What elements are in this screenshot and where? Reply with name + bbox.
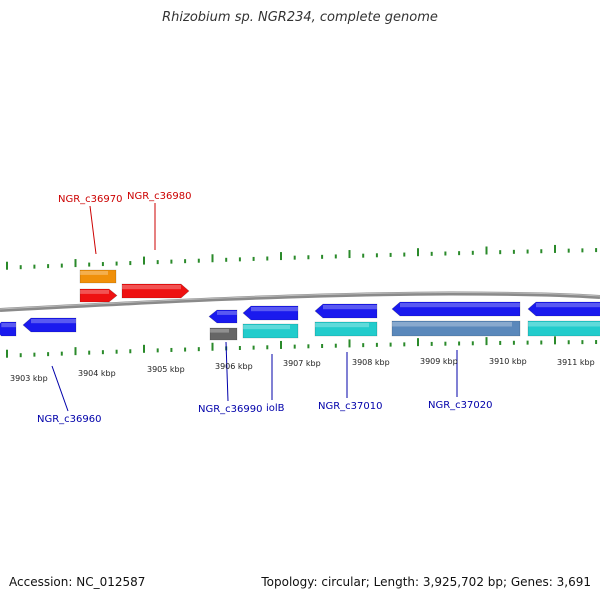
genome-backbone [0,291,600,312]
kbp-label: 3907 kbp [283,359,321,368]
gene-arrow-highlight [536,303,600,308]
leader-line [225,341,229,402]
gene-arrow-g-fwd-red-2 [121,283,190,299]
kbp-label: 3906 kbp [215,362,253,371]
gene-arrow-g-rev-blue-d [242,305,299,321]
gene-arrow-g-rev-cyan-1 [242,323,299,339]
gene-arrow-g-fwd-orange [79,269,117,284]
gene-arrow-g-rev-blue-a [0,321,17,337]
kbp-label: 3911 kbp [557,358,595,367]
genome-title: Rhizobium sp. NGR234, complete genome [162,10,438,25]
gene-label-ngr-c36970: NGR_c36970 [58,194,123,205]
kbp-label: 3903 kbp [10,374,48,383]
gene-label-iolb: iolB [266,403,285,414]
genome-backbone-highlight [0,291,600,310]
gene-arrow-highlight [31,319,76,324]
gene-arrow-highlight [243,325,290,330]
gene-arrow-highlight [210,329,229,333]
genome-stats-text: Topology: circular; Length: 3,925,702 bp… [261,575,591,589]
gene-arrow-g-rev-blue-b [22,317,77,333]
gene-arrow-g-rev-gray [209,327,238,341]
gene-arrows [0,269,600,341]
gene-arrow-highlight [80,290,109,294]
gene-arrow-g-rev-cyan-3 [527,320,600,337]
gene-arrow-highlight [217,311,237,315]
gene-arrow-g-rev-blue-f [391,301,521,317]
kbp-label: 3908 kbp [352,358,390,367]
gene-arrow-g-fwd-red-1 [79,288,118,303]
gene-arrow-g-rev-steel [391,320,521,337]
kbp-label: 3905 kbp [147,365,185,374]
gene-arrow-g-rev-blue-c [208,309,238,324]
gene-label-ngr-c37020: NGR_c37020 [428,400,493,411]
gene-arrow-highlight [1,323,16,328]
leader-line [89,205,97,255]
kbp-scale: 3903 kbp 3904 kbp 3905 kbp 3906 kbp 3907… [10,357,595,383]
gene-label-ngr-c36960: NGR_c36960 [37,414,102,425]
gene-arrow-highlight [251,307,298,312]
gene-arrow-highlight [122,285,181,290]
kbp-label: 3910 kbp [489,357,527,366]
gene-leader-lines [51,203,458,412]
leader-line [51,365,69,412]
accession-text: Accession: NC_012587 [9,575,146,589]
gene-arrow-highlight [400,303,520,308]
gene-arrow-highlight [392,322,512,327]
gene-arrow-g-rev-cyan-2 [314,321,378,337]
gene-label-ngr-c36980: NGR_c36980 [127,191,192,202]
inner-tick-ring [6,336,598,358]
gene-arrow-highlight [315,323,369,328]
gene-arrow-highlight [323,305,377,310]
gene-label-ngr-c37010: NGR_c37010 [318,401,383,412]
gene-arrow-highlight [80,271,108,275]
gene-label-ngr-c36990: NGR_c36990 [198,404,263,415]
outer-tick-ring [6,244,598,270]
gene-labels: NGR_c36970 NGR_c36980 NGR_c36960 NGR_c36… [37,191,493,425]
kbp-label: 3909 kbp [420,357,458,366]
gene-arrow-highlight [528,322,600,327]
gene-arrow-g-rev-blue-g [527,301,600,317]
gene-arrow-g-rev-blue-e [314,303,378,319]
kbp-label: 3904 kbp [78,369,116,378]
